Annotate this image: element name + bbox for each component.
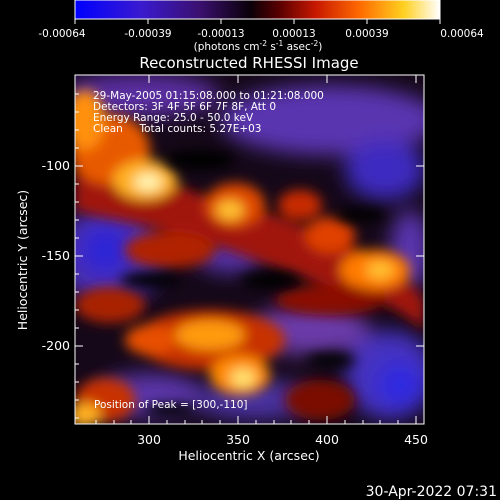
x-tick-label: 350 bbox=[226, 432, 250, 447]
colorbar-tick-label: -0.00013 bbox=[197, 28, 244, 40]
x-axis-ticks bbox=[95, 75, 417, 424]
y-axis-label: Heliocentric Y (arcsec) bbox=[15, 190, 30, 330]
colorbar-gradient bbox=[75, 0, 440, 19]
info-line-counts: Clean Total counts: 5.27E+03 bbox=[93, 123, 262, 135]
plot-axes: 300 350 400 450 -100 -150 -200 Heliocent… bbox=[15, 74, 428, 463]
heatmap-positive-layer bbox=[75, 90, 424, 424]
colorbar-frame bbox=[74, 0, 441, 20]
x-tick-label: 450 bbox=[404, 432, 428, 447]
x-axis-label: Heliocentric X (arcsec) bbox=[178, 448, 319, 463]
y-tick-label: -100 bbox=[42, 158, 70, 173]
colorbar-tick-label: 0.00013 bbox=[272, 28, 315, 40]
y-axis-ticks bbox=[75, 93, 424, 419]
y-tick-label: -150 bbox=[42, 248, 70, 263]
colorbar-unit-label: (photons cm-2 s-1 asec-2) bbox=[194, 39, 323, 53]
observation-info: 29-May-2005 01:15:08.000 to 01:21:08.000… bbox=[93, 90, 324, 135]
colorbar-tick-marks bbox=[74, 19, 441, 24]
colorbar: -0.00064 -0.00039 -0.00013 0.00013 0.000… bbox=[38, 0, 484, 53]
y-tick-label: -200 bbox=[42, 338, 70, 353]
info-line-detectors: Detectors: 3F 4F 5F 6F 7F 8F, Att 0 bbox=[93, 101, 276, 113]
info-line-energy-range: Energy Range: 25.0 - 50.0 keV bbox=[93, 112, 254, 124]
peak-position-label: Position of Peak = [300,-110] bbox=[94, 399, 248, 411]
colorbar-tick-label: -0.00064 bbox=[38, 28, 86, 40]
plot-title: Reconstructed RHESSI Image bbox=[139, 54, 358, 72]
colorbar-tick-label: 0.00039 bbox=[345, 28, 388, 40]
x-tick-label: 300 bbox=[137, 432, 161, 447]
generation-timestamp: 30-Apr-2022 07:31 bbox=[366, 484, 497, 500]
colorbar-tick-label: 0.00064 bbox=[440, 28, 484, 40]
x-tick-label: 400 bbox=[315, 432, 339, 447]
info-line-time-range: 29-May-2005 01:15:08.000 to 01:21:08.000 bbox=[93, 90, 324, 102]
heatmap-zero-contours bbox=[120, 150, 385, 416]
plot-frame bbox=[74, 74, 425, 425]
heatmap-image bbox=[75, 75, 424, 424]
colorbar-tick-label: -0.00039 bbox=[124, 28, 171, 40]
